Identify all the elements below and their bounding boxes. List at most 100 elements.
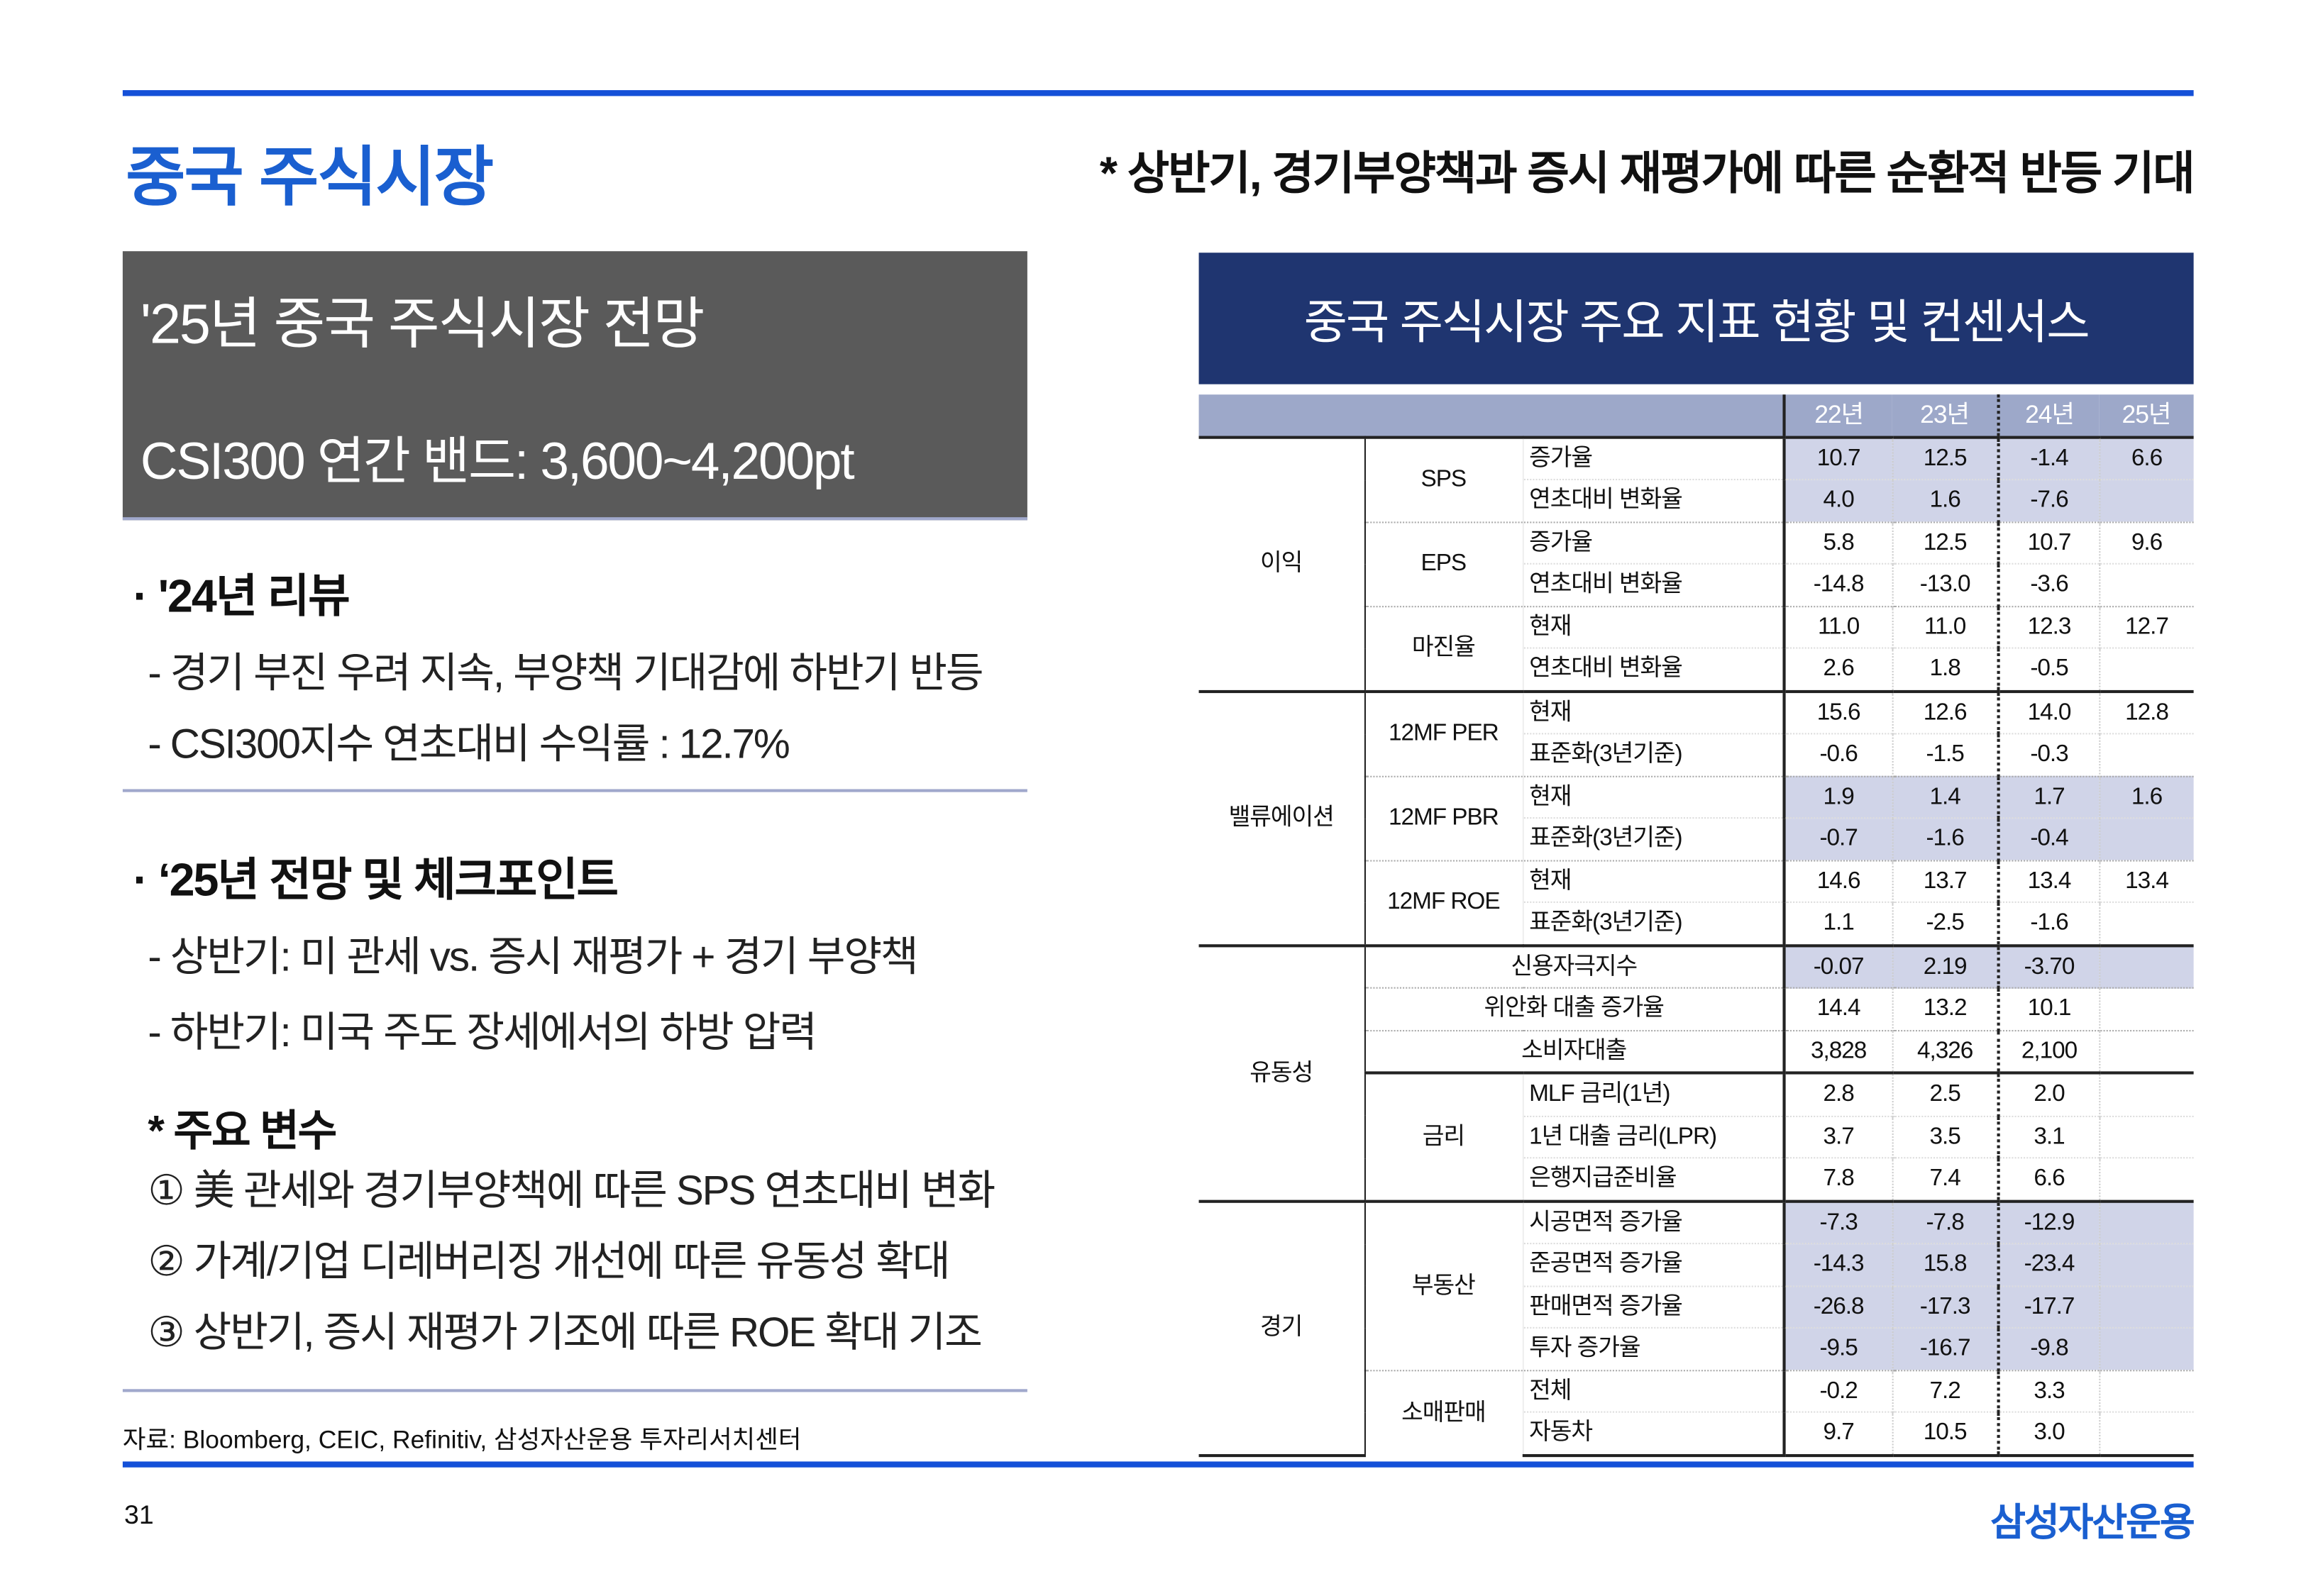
header-blank — [1198, 394, 1784, 438]
indicator-cell: MLF 금리(1년) — [1522, 1071, 1784, 1116]
table-row: 연초대비 변화율 -14.8 -13.0 -3.6 — [1199, 563, 2194, 606]
value-cell-23년: 7.4 — [1891, 1157, 1999, 1201]
column-header-22년: 22년 — [1782, 394, 1892, 438]
value-cell-23년: 12.5 — [1891, 521, 1999, 564]
table-row: 12MF ROE 현재 14.6 13.7 13.4 13.4 — [1199, 859, 2194, 946]
value-cell-22년: -0.2 — [1782, 1369, 1892, 1412]
indicator-cell: 현재 — [1522, 605, 1784, 648]
table-row: 12MF PBR 현재 1.9 1.4 1.7 1.6 — [1199, 775, 2194, 860]
bottom-divider — [122, 1461, 2194, 1468]
indicator-cell: 판매면적 증가율 — [1522, 1285, 1784, 1328]
indicator-cell: 준공면적 증가율 — [1522, 1243, 1784, 1286]
page-title: 중국 주식시장 — [126, 141, 494, 215]
indicator-cell: 투자 증가율 — [1522, 1326, 1784, 1370]
indicator-cell: 연초대비 변화율 — [1522, 563, 1784, 606]
indicator-cell: 표준화(3년기준) — [1522, 901, 1784, 946]
value-cell-24년: 3.1 — [1997, 1114, 2100, 1158]
table-row: 유동성 신용자극지수 -0.07 2.19 -3.70 — [1198, 943, 2194, 1201]
section-divider — [122, 1389, 1027, 1392]
indicator-cell: 위안화 대출 증가율 — [1364, 987, 1784, 1031]
indicator-cell: 전체 — [1522, 1369, 1784, 1412]
value-cell-25년 — [2098, 901, 2194, 946]
indicator-cell: 표준화(3년기준) — [1522, 733, 1784, 776]
value-cell-24년: -1.6 — [1997, 901, 2100, 946]
value-cell-24년: -1.4 — [1997, 435, 2100, 480]
indicator-cell: 연초대비 변화율 — [1522, 479, 1784, 522]
value-cell-22년: -14.8 — [1782, 563, 1892, 606]
value-cell-24년: -3.70 — [1997, 943, 2100, 988]
value-cell-24년: -0.4 — [1997, 817, 2100, 860]
value-cell-22년: 2.6 — [1782, 647, 1892, 691]
value-cell-25년 — [2098, 1071, 2194, 1116]
indicator-cell: 현재 — [1522, 859, 1784, 902]
indicator-table: 22년 23년 24년 25년 이익 SPS 증가율 10.7 12.5 -1.4 6.6 연초대비… — [1198, 394, 2194, 1457]
indicator-cell: 소비자대출 — [1364, 1029, 1784, 1073]
value-cell-25년 — [2098, 1285, 2194, 1328]
value-cell-24년: -12.9 — [1997, 1199, 2100, 1244]
value-cell-25년: 12.8 — [2098, 689, 2194, 734]
variables-heading: * 주요 변수 — [148, 1108, 337, 1156]
table-row: 1년 대출 금리(LPR) 3.7 3.5 3.1 — [1199, 1114, 2194, 1158]
value-cell-22년: -7.3 — [1782, 1199, 1892, 1244]
subcategory-cell: 12MF ROE — [1364, 859, 1523, 946]
indicator-cell: 연초대비 변화율 — [1522, 647, 1784, 691]
company-logo: 삼성자산운용 — [1990, 1500, 2195, 1545]
value-cell-22년: 11.0 — [1782, 605, 1892, 648]
value-cell-22년: -26.8 — [1782, 1285, 1892, 1328]
review-bullet: - CSI300지수 연초대비 수익률 : 12.7% — [148, 721, 790, 767]
table-row: 표준화(3년기준) -0.7 -1.6 -0.4 — [1199, 817, 2194, 860]
value-cell-23년: -17.3 — [1891, 1285, 1999, 1328]
value-cell-23년: -1.6 — [1891, 817, 1999, 860]
variable-item: ① 美 관세와 경기부양책에 따른 SPS 연초대비 변화 — [148, 1167, 995, 1214]
value-cell-25년: 13.4 — [2098, 859, 2194, 902]
value-cell-25년 — [2098, 987, 2194, 1031]
table-row: 밸류에이션 12MF PER 현재 15.6 12.6 14.0 12.8 — [1198, 689, 2194, 946]
subcategory-cell: 마진율 — [1364, 605, 1523, 691]
value-cell-23년: -16.7 — [1891, 1326, 1999, 1370]
value-cell-23년: 10.5 — [1891, 1411, 1999, 1457]
value-cell-24년: -23.4 — [1997, 1243, 2100, 1286]
table-row: 준공면적 증가율 -14.3 15.8 -23.4 — [1199, 1243, 2194, 1286]
top-divider — [122, 90, 2194, 96]
table-row: 투자 증가율 -9.5 -16.7 -9.8 — [1199, 1326, 2194, 1370]
indicator-cell: 시공면적 증가율 — [1522, 1199, 1784, 1244]
value-cell-25년 — [2098, 1114, 2194, 1158]
value-cell-24년: 6.6 — [1997, 1157, 2100, 1201]
value-cell-23년: 12.6 — [1891, 689, 1999, 734]
source-note: 자료: Bloomberg, CEIC, Refinitiv, 삼성자산운용 투… — [122, 1426, 802, 1454]
value-cell-25년 — [2098, 817, 2194, 860]
table-row: 자동차 9.7 10.5 3.0 — [1199, 1411, 2194, 1457]
value-cell-23년: 1.6 — [1891, 479, 1999, 522]
subcategory-cell: 소매판매 — [1364, 1369, 1523, 1456]
value-cell-23년: 15.8 — [1891, 1243, 1999, 1286]
value-cell-25년 — [2098, 1243, 2194, 1286]
value-cell-24년: 13.4 — [1997, 859, 2100, 902]
value-cell-23년: 13.2 — [1891, 987, 1999, 1031]
review-bullet: - 경기 부진 우려 지속, 부양책 기대감에 하반기 반등 — [148, 650, 983, 697]
subcategory-cell: 금리 — [1364, 1071, 1523, 1201]
table-row: 표준화(3년기준) 1.1 -2.5 -1.6 — [1199, 901, 2194, 946]
table-header-row: 22년 23년 24년 25년 — [1198, 394, 2194, 438]
value-cell-23년: -13.0 — [1891, 563, 1999, 606]
value-cell-22년: 5.8 — [1782, 521, 1892, 564]
value-cell-22년: 3.7 — [1782, 1114, 1892, 1158]
value-cell-22년: 10.7 — [1782, 435, 1892, 480]
indicator-cell: 증가율 — [1522, 435, 1784, 480]
table-row: 경기 부동산 시공면적 증가율 -7.3 -7.8 -12.9 — [1198, 1199, 2194, 1457]
indicator-cell: 신용자극지수 — [1364, 943, 1784, 988]
outlook-bullet: - 상반기: 미 관세 vs. 증시 재평가 + 경기 부양책 — [148, 933, 918, 980]
section-divider — [122, 789, 1027, 792]
value-cell-23년: 1.8 — [1891, 647, 1999, 691]
value-cell-25년: 9.6 — [2098, 521, 2194, 564]
value-cell-22년: 1.9 — [1782, 775, 1892, 819]
value-cell-22년: -14.3 — [1782, 1243, 1892, 1286]
value-cell-22년: 14.6 — [1782, 859, 1892, 902]
value-cell-25년 — [2098, 563, 2194, 606]
value-cell-24년: 12.3 — [1997, 605, 2100, 648]
indicator-cell: 현재 — [1522, 775, 1784, 819]
outlook-box-title: '25년 중국 주식시장 전망 — [140, 294, 705, 357]
value-cell-24년: 10.1 — [1997, 987, 2100, 1031]
table-title: 중국 주식시장 주요 지표 현황 및 컨센서스 — [1198, 253, 2194, 384]
value-cell-25년: 1.6 — [2098, 775, 2194, 819]
value-cell-24년: -3.6 — [1997, 563, 2100, 606]
